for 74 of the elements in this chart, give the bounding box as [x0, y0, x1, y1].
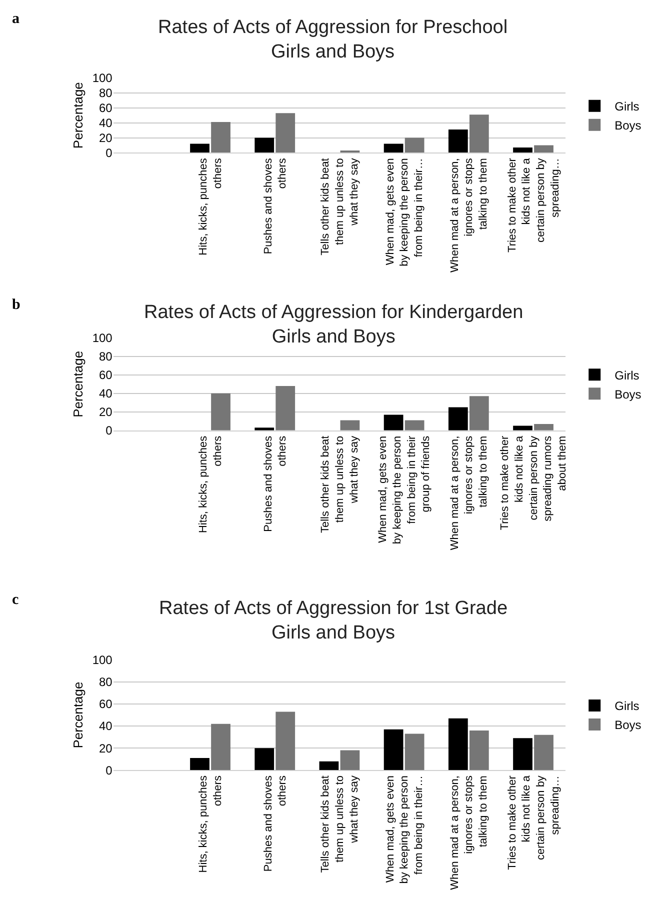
y-tick-label: 0	[106, 146, 113, 160]
bar	[254, 748, 274, 770]
bar	[384, 144, 404, 153]
x-tick-label: Pushes and shoves others	[262, 435, 289, 532]
bar	[534, 424, 554, 430]
bar	[513, 148, 532, 153]
y-axis-title: Percentage	[70, 82, 86, 149]
bar	[254, 138, 274, 153]
bar	[404, 734, 424, 770]
y-tick-label: 100	[92, 331, 113, 346]
bar	[384, 729, 404, 770]
legend-label: Girls	[614, 699, 640, 714]
bar	[190, 758, 210, 770]
chart-title: Rates of Acts of Aggression for Kindergarden Girls and Boys	[144, 302, 524, 348]
y-axis-title: Percentage	[70, 682, 86, 748]
y-tick-label: 20	[99, 405, 113, 420]
bar	[534, 734, 554, 770]
bar	[448, 130, 468, 153]
text: b	[12, 297, 20, 313]
x-tick-label: Pushes and shoves others	[262, 775, 289, 872]
x-tick-label: Tries to make other kids not like a certain person by spreading…	[506, 774, 562, 870]
legend-label: Boys	[614, 118, 642, 132]
x-tick-label: Pushes and shoves others	[262, 158, 289, 254]
y-axis-title: Percentage	[70, 350, 86, 418]
y-tick-label: 20	[99, 130, 113, 145]
bar	[534, 145, 554, 153]
y-tick-label: 40	[99, 719, 113, 734]
y-tick-label: 40	[99, 386, 113, 401]
bar	[513, 738, 532, 770]
y-tick-label: 60	[99, 697, 113, 712]
legend-label: Girls	[614, 368, 640, 382]
bar	[211, 724, 230, 770]
chart-title: Rates of Acts of Aggression for 1st Grade Girls and Boys	[159, 598, 508, 644]
bar	[276, 712, 296, 770]
y-tick-label: 100	[92, 653, 113, 668]
x-tick-label: Tries to make other kids not like a certain person by spreading…	[506, 157, 562, 252]
y-tick-label: 80	[99, 675, 113, 690]
bar	[211, 122, 230, 153]
bar	[448, 718, 468, 770]
text: c	[12, 592, 19, 608]
y-tick-label: 60	[99, 368, 113, 382]
x-tick-label: When mad, gets even by keeping the person from being in their…	[384, 158, 425, 266]
x-tick-label: Hits, kicks, punches others	[198, 435, 224, 534]
bar	[404, 138, 424, 153]
legend-label: Boys	[614, 387, 642, 402]
bar	[319, 761, 339, 770]
y-tick-label: 0	[106, 424, 113, 438]
bar	[448, 407, 468, 430]
chart-title: Rates of Acts of Aggression for Preschool Girls and Boys	[158, 17, 508, 63]
bar	[469, 396, 489, 430]
bar	[276, 113, 296, 153]
text: a	[12, 11, 20, 27]
y-tick-label: 100	[92, 71, 113, 86]
x-tick-label: Hits, kicks, punches others	[198, 775, 224, 873]
bar	[469, 114, 489, 153]
y-tick-label: 80	[99, 350, 113, 364]
legend-label: Girls	[614, 100, 640, 114]
y-tick-label: 0	[106, 763, 113, 778]
bar	[469, 730, 489, 770]
bar	[340, 750, 360, 770]
bar	[254, 428, 274, 430]
x-tick-label: Hits, kicks, punches others	[198, 158, 224, 256]
bar	[211, 393, 230, 430]
y-tick-label: 40	[99, 116, 113, 130]
y-tick-label: 80	[99, 86, 113, 100]
bar	[384, 414, 404, 430]
bar	[190, 144, 210, 153]
x-tick-label: When mad, gets even by keeping the person from being in their…	[384, 776, 425, 884]
legend-label: Boys	[614, 718, 642, 732]
y-tick-label: 20	[99, 741, 113, 756]
bar	[404, 420, 424, 430]
bar	[340, 420, 360, 430]
bar	[276, 386, 296, 430]
y-tick-label: 60	[99, 101, 113, 116]
